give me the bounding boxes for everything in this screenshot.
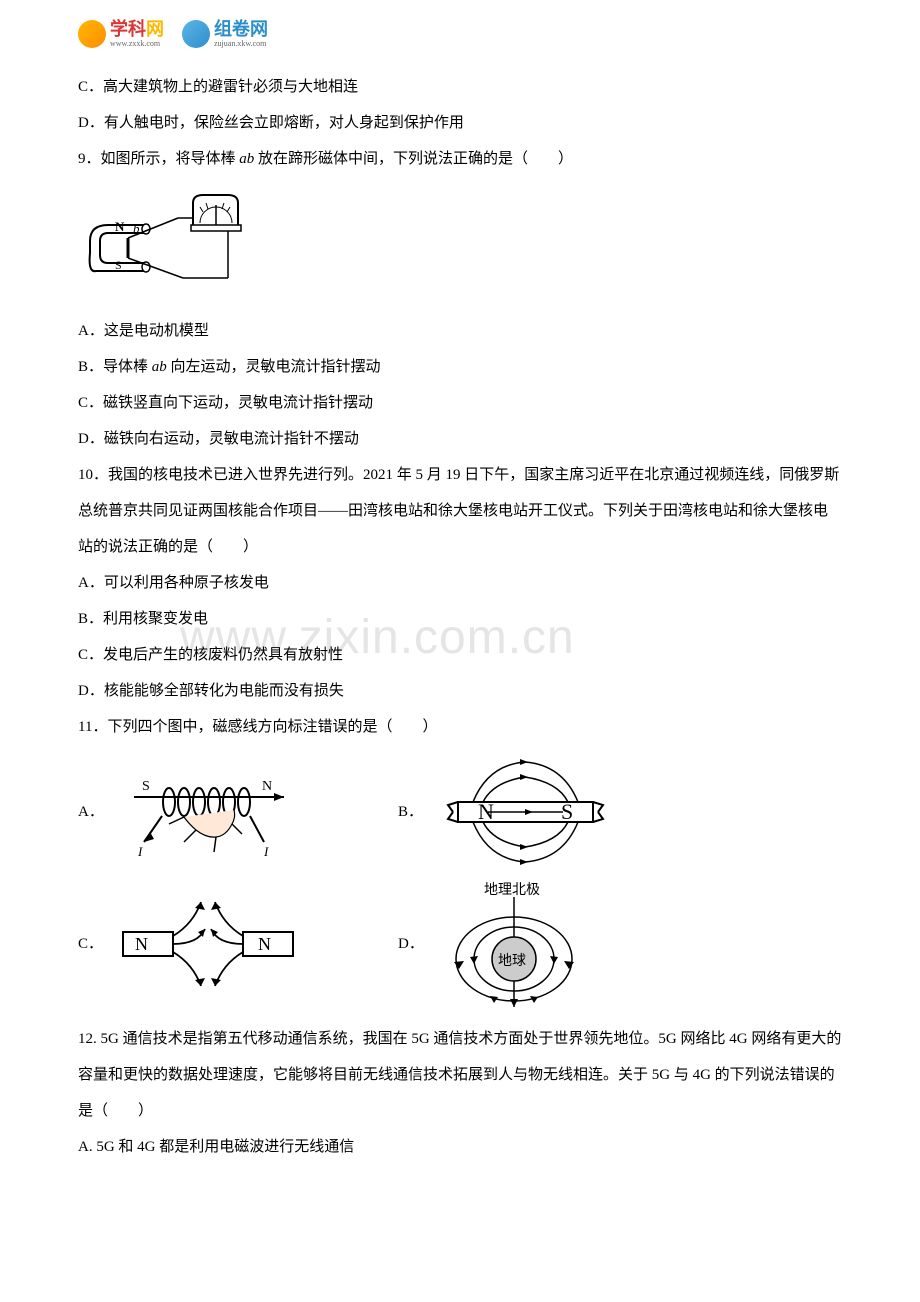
q9-fig-N: N [115,219,125,234]
q11-row-ab: A． S N I [78,757,842,867]
q12-stem: 12. 5G 通信技术是指第五代移动通信系统，我国在 5G 通信技术方面处于世界… [78,1021,842,1129]
q11-figc-n2: N [258,934,271,954]
q10-stem: 10．我国的核电技术已进入世界先进行列。2021 年 5 月 19 日下午，国家… [78,457,842,565]
logo2-main: 组卷网 [214,20,268,40]
q9-b-ab: ab [152,359,167,375]
q10-d: D．核能能够全部转化为电能而没有损失 [78,673,842,709]
logo-zjw-icon [182,20,210,48]
q11-label-c: C． [78,926,103,962]
q9-figure: N S b [78,183,258,293]
q11-fig-d: 地理北极 地球 [434,879,594,1009]
q11-figa-i2: I [263,844,269,859]
q11-figa-n: N [262,779,272,794]
q10-a: A．可以利用各种原子核发电 [78,565,842,601]
logo-xuekewang: 学科网 www.zxxk.com [78,20,164,49]
logo-xkw-icon [78,20,106,48]
q9-b-post: 向左运动，灵敏电流计指针摆动 [167,359,381,375]
q9-a: A．这是电动机模型 [78,313,842,349]
logo2-sub: zujuan.xkw.com [214,40,268,49]
q9-ab: ab [239,151,254,167]
q11-label-d: D． [398,926,424,962]
q11-figd-north: 地理北极 [484,882,540,898]
q11-pair-d: D． 地理北极 地球 [398,879,594,1009]
q9-c: C．磁铁竖直向下运动，灵敏电流计指针摆动 [78,385,842,421]
q9-fig-S: S [115,258,122,272]
q11-figc-n1: N [135,934,148,954]
q10-c: C．发电后产生的核废料仍然具有放射性 [78,637,842,673]
prev-option-d: D．有人触电时，保险丝会立即熔断，对人身起到保护作用 [78,105,842,141]
logo1-pre: 学科 [110,19,146,39]
q12-a: A. 5G 和 4G 都是利用电磁波进行无线通信 [78,1129,842,1165]
page-content: 学科网 www.zxxk.com 组卷网 zujuan.xkw.com C．高大… [78,20,842,1165]
prev-option-c: C．高大建筑物上的避雷针必须与大地相连 [78,69,842,105]
q11-label-b: B． [398,794,423,830]
q9-stem: 9．如图所示，将导体棒 ab 放在蹄形磁体中间，下列说法正确的是（ ） [78,141,842,177]
q11-stem: 11．下列四个图中，磁感线方向标注错误的是（ ） [78,709,842,745]
q11-pair-a: A． S N I [78,762,398,862]
logo1-x: 网 [146,19,164,39]
q11-figa-i1: I [137,844,143,859]
q11-fig-c: N N [113,884,303,1004]
q10-b: B．利用核聚变发电 [78,601,842,637]
q11-fig-b: N S [433,757,618,867]
header-logos: 学科网 www.zxxk.com 组卷网 zujuan.xkw.com [78,20,842,49]
q9-stem-post: 放在蹄形磁体中间，下列说法正确的是（ ） [254,151,573,167]
q9-stem-pre: 9．如图所示，将导体棒 [78,151,239,167]
logo-zujuanwang: 组卷网 zujuan.xkw.com [182,20,268,49]
q11-pair-c: C． N N [78,884,398,1004]
q9-b: B．导体棒 ab 向左运动，灵敏电流计指针摆动 [78,349,842,385]
q11-figd-earth: 地球 [498,953,526,969]
q9-b-pre: B．导体棒 [78,359,152,375]
q11-figa-s: S [142,779,150,794]
q11-fig-a: S N I I [114,762,304,862]
q11-row-cd: C． N N [78,879,842,1009]
q11-pair-b: B． N S [398,757,618,867]
logo1-sub: www.zxxk.com [110,40,164,49]
q9-d: D．磁铁向右运动，灵敏电流计指针不摆动 [78,421,842,457]
q11-label-a: A． [78,794,104,830]
